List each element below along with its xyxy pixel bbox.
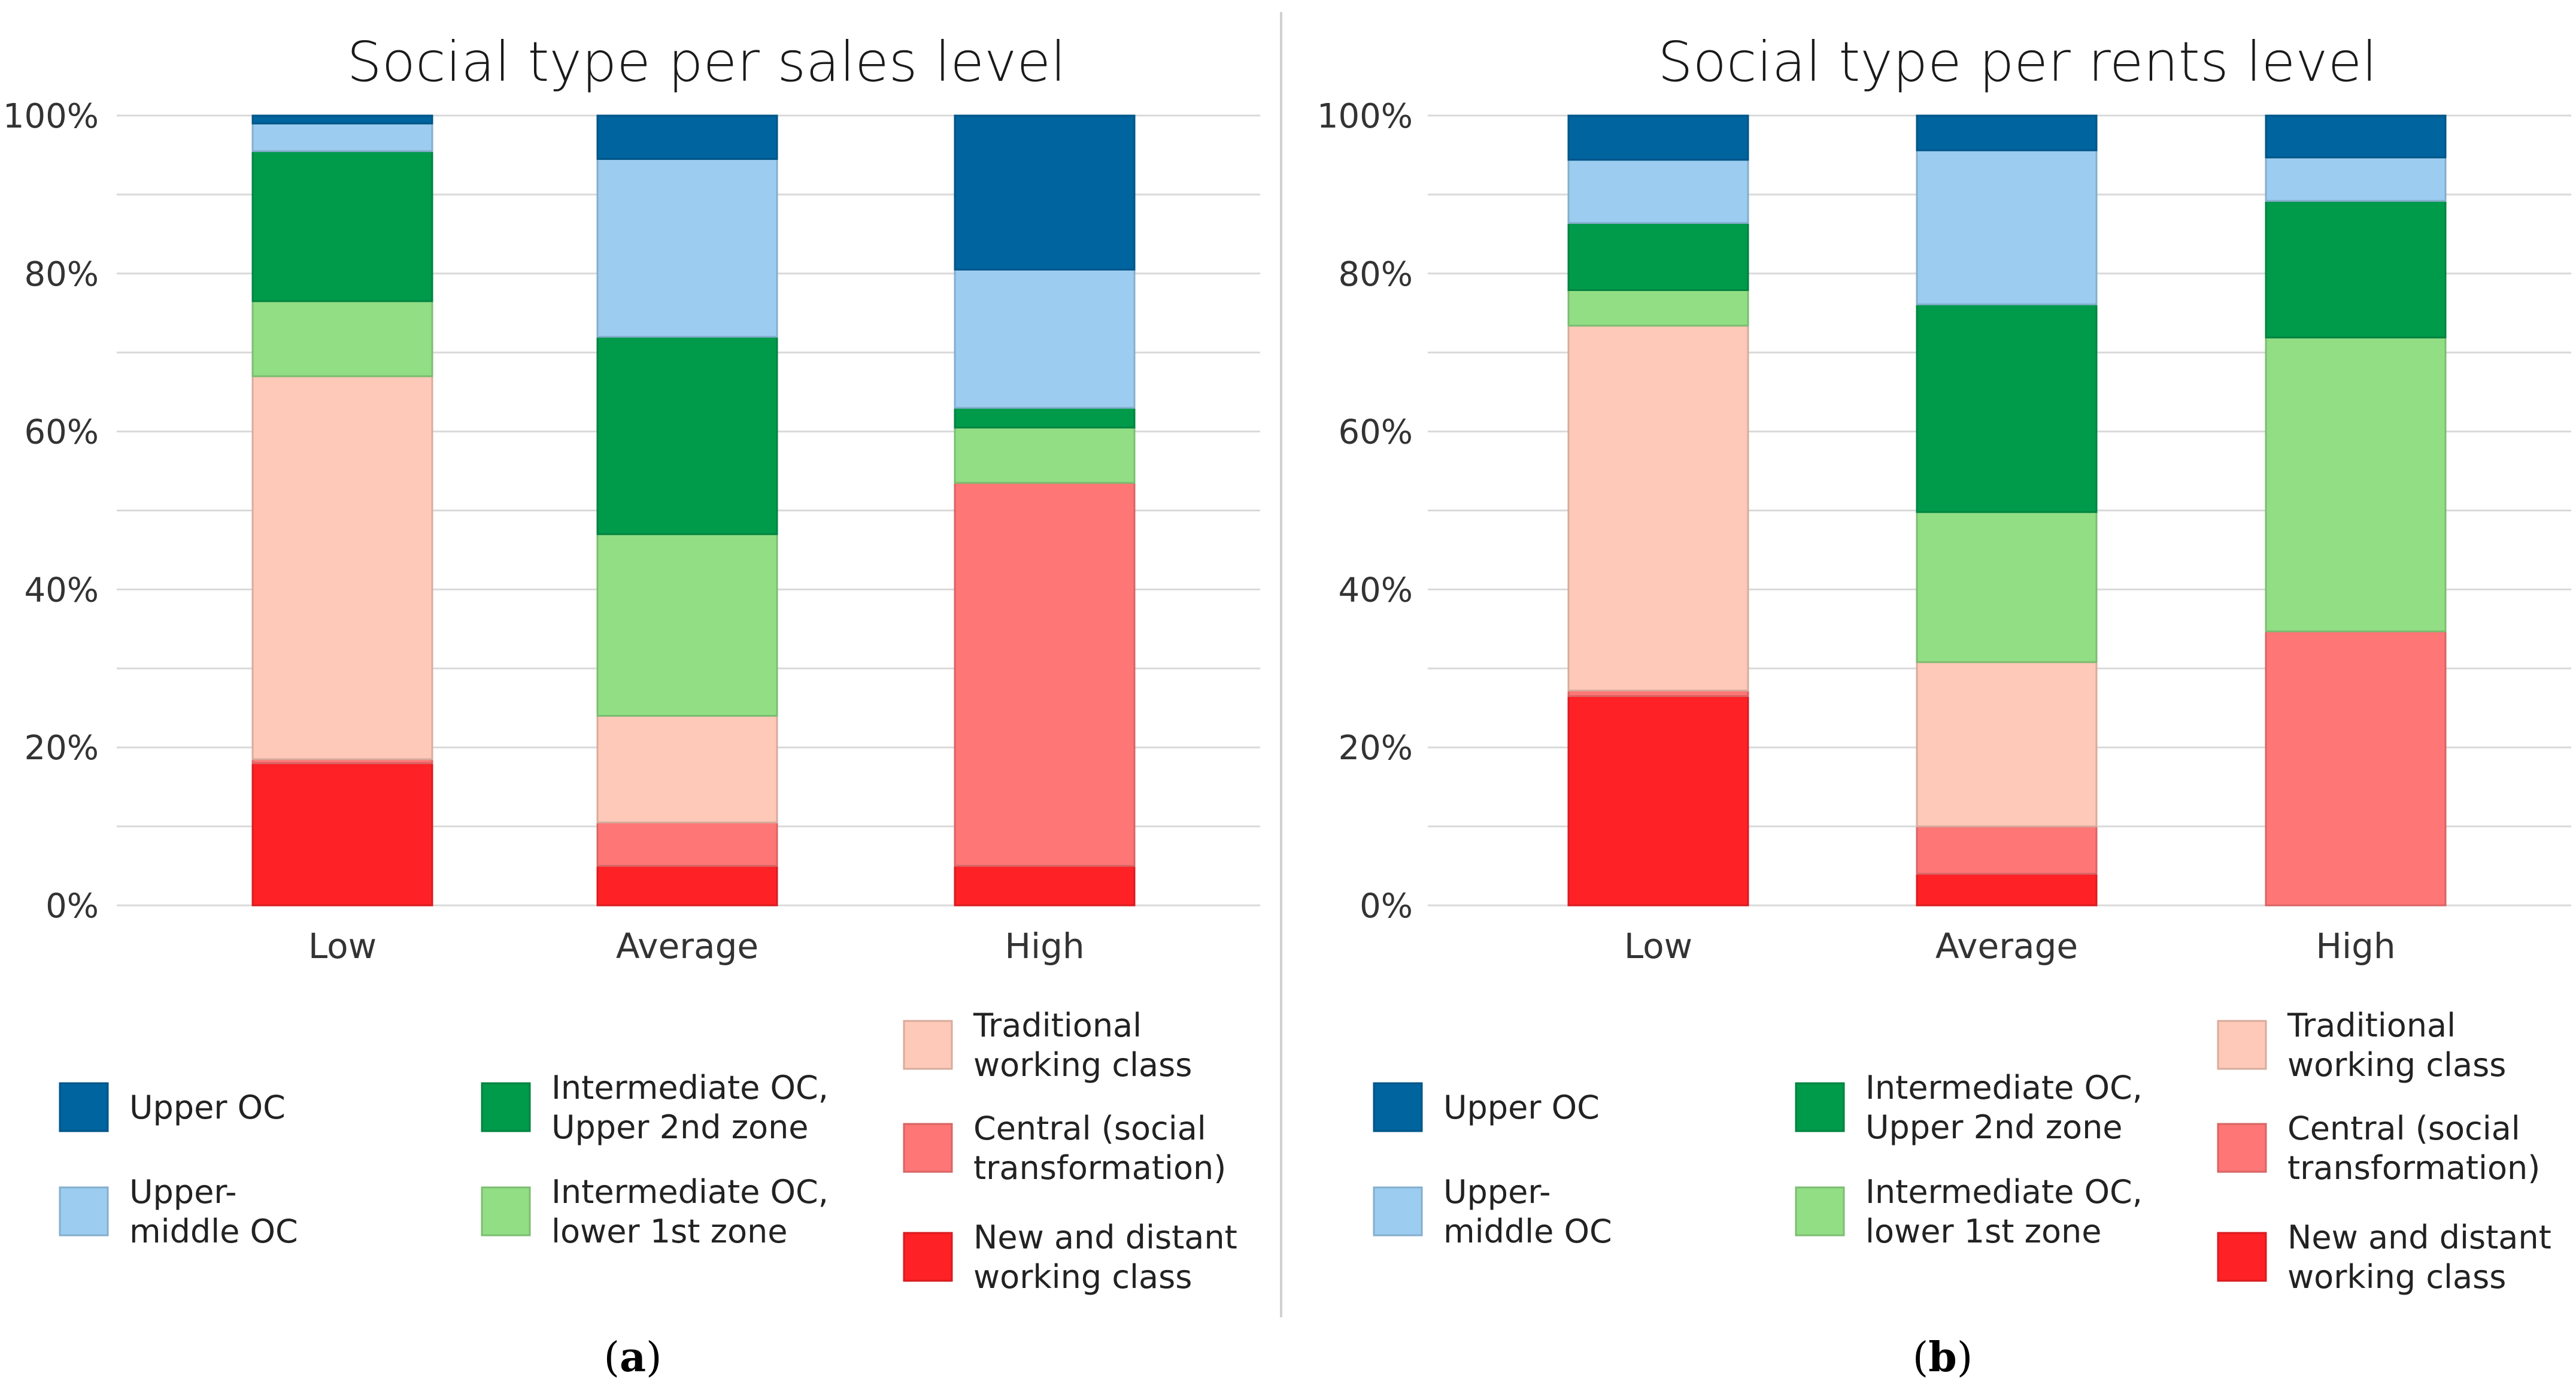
legend-label-intermediate_upper: Intermediate OC, Upper 2nd zone [551,1069,829,1146]
bar-segment-intermediate_upper-average [1916,303,2098,513]
legend-label-intermediate_upper: Intermediate OC, Upper 2nd zone [1865,1069,2143,1146]
legend-label-traditional_wc: Traditional working class [973,1007,1192,1084]
legend-label-central: Central (social transformation) [2287,1110,2540,1187]
chart-title-a: Social type per sales level [347,30,1066,94]
bar-segment-upper_oc-high [2265,114,2447,159]
bar-segment-traditional_wc-low [1567,325,1749,692]
bar-segment-central-average [596,822,778,867]
bar-segment-intermediate_lower-high [954,426,1136,484]
y-tick-label: 80% [1339,255,1413,294]
bar-segment-central-average [1916,825,2098,875]
bar-segment-upper_oc-average [596,114,778,160]
y-tick-label: 40% [1339,571,1413,610]
bar-segment-new_distant_wc-average [1916,872,2098,907]
bar-segment-intermediate_lower-low [1567,289,1749,327]
legend-swatch-upper_middle_oc [1373,1186,1423,1237]
bar-segment-central-high [954,481,1136,867]
legend-label-intermediate_lower: Intermediate OC, lower 1st zone [551,1173,829,1250]
bar-segment-upper_middle_oc-high [954,268,1136,409]
legend-label-traditional_wc: Traditional working class [2287,1007,2506,1084]
legend-swatch-intermediate_lower [1795,1186,1845,1237]
y-tick-label: 40% [25,571,99,610]
y-tick-label: 0% [45,887,99,926]
panel-label-b: (b) [1913,1334,1973,1381]
y-tick-label: 100% [3,97,99,136]
bar-segment-new_distant_wc-low [251,762,433,907]
legend-swatch-upper_oc [1373,1082,1423,1132]
bar-segment-intermediate_upper-high [954,407,1136,429]
bar-segment-intermediate_upper-low [1567,222,1749,291]
y-tick-label: 0% [1360,887,1413,926]
x-category-label: High [1005,926,1084,966]
bar-segment-new_distant_wc-average [596,865,778,907]
bar-segment-intermediate_lower-high [2265,337,2447,632]
bar-segment-intermediate_upper-average [596,335,778,535]
y-tick-label: 60% [1339,413,1413,452]
legend-label-intermediate_lower: Intermediate OC, lower 1st zone [1865,1173,2143,1250]
x-category-label: Low [1624,926,1692,966]
legend-label-upper_middle_oc: Upper-middle OC [129,1173,298,1250]
bar-segment-upper_middle_oc-high [2265,156,2447,202]
legend-swatch-new_distant_wc [2217,1232,2267,1282]
bar-segment-intermediate_lower-average [596,533,778,717]
y-tick-label: 60% [25,413,99,452]
legend-swatch-central [903,1123,953,1173]
bar-segment-upper_oc-high [954,114,1136,271]
bar-segment-intermediate_lower-average [1916,511,2098,663]
legend-label-central: Central (social transformation) [973,1110,1226,1187]
legend-label-upper_oc: Upper OC [1443,1089,1600,1126]
bar-segment-traditional_wc-low [251,375,433,760]
bar-segment-upper_middle_oc-average [596,158,778,338]
legend-label-upper_oc: Upper OC [129,1089,286,1126]
bar-segment-traditional_wc-average [596,714,778,824]
panel-label-a: (a) [603,1334,662,1381]
chart-panel-a: Social type per sales level 0% 20% 40% 60% 8… [3,30,1260,1381]
x-category-label: Average [616,926,758,966]
legend-label-new_distant_wc: New and distant working class [973,1219,1237,1296]
bar-segment-upper_oc-average [1916,114,2098,151]
bar-segment-intermediate_upper-high [2265,199,2447,339]
x-category-label: High [2316,926,2395,966]
bar-segment-upper_middle_oc-low [251,122,433,152]
bar-segment-central-high [2265,630,2447,907]
y-tick-label: 20% [25,729,99,768]
x-category-label: Low [308,926,377,966]
chart-panel-b: Social type per rents level 0% 20% 40% 60% 8… [1317,30,2571,1381]
bar-segment-upper_oc-low [251,114,433,125]
legend-swatch-new_distant_wc [903,1232,953,1282]
bar-segment-upper_middle_oc-average [1916,149,2098,305]
legend-swatch-central [2217,1123,2267,1173]
legend-swatch-upper_middle_oc [59,1186,109,1237]
legend-swatch-intermediate_upper [481,1082,531,1132]
legend-swatch-intermediate_upper [1795,1082,1845,1132]
legend-swatch-traditional_wc [2217,1020,2267,1070]
legend-label-new_distant_wc: New and distant working class [2287,1219,2551,1296]
bar-segment-upper_middle_oc-low [1567,159,1749,224]
y-tick-label: 20% [1339,729,1413,768]
bar-segment-upper_oc-low [1567,114,1749,161]
legend-label-upper_middle_oc: Upper-middle OC [1443,1173,1612,1250]
legend-swatch-traditional_wc [903,1020,953,1070]
y-tick-label: 80% [25,255,99,294]
bar-segment-intermediate_lower-low [251,300,433,377]
y-tick-label: 100% [1317,97,1413,136]
legend-swatch-intermediate_lower [481,1186,531,1237]
bar-segment-new_distant_wc-low [1567,695,1749,907]
legend-swatch-upper_oc [59,1082,109,1132]
chart-title-b: Social type per rents level [1658,30,2377,94]
bar-segment-traditional_wc-average [1916,661,2098,828]
bar-segment-new_distant_wc-high [954,865,1136,907]
bar-segment-intermediate_upper-low [251,150,433,302]
x-category-label: Average [1935,926,2078,966]
